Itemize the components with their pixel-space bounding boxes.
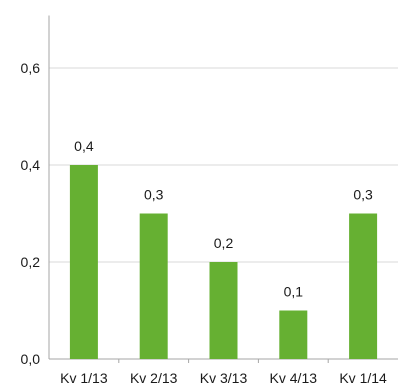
bars — [69, 165, 378, 359]
bar — [349, 213, 378, 359]
labels: 0,0 0,2 0,4 0,6 0,4 Kv 1/13 0,3 Kv 2/13 0,2 Kv 3/… — [21, 60, 388, 385]
bar — [69, 165, 98, 359]
x-tick-label: Kv 1/13 — [60, 370, 108, 385]
data-label: 0,3 — [353, 187, 373, 203]
data-label: 0,4 — [74, 138, 94, 154]
bar — [209, 262, 238, 359]
bar — [279, 310, 308, 359]
y-tick-label: 0,4 — [21, 157, 41, 173]
gridlines — [49, 67, 398, 263]
y-tick-label: 0,0 — [21, 351, 41, 367]
data-label: 0,2 — [214, 235, 234, 251]
y-tick-label: 0,2 — [21, 254, 41, 270]
x-tick-label: Kv 1/14 — [339, 370, 387, 385]
x-tick-label: Kv 4/13 — [270, 370, 318, 385]
bar — [139, 213, 168, 359]
data-label: 0,3 — [144, 187, 164, 203]
x-tick-label: Kv 2/13 — [130, 370, 178, 385]
y-tick-label: 0,6 — [21, 60, 41, 76]
data-label: 0,1 — [284, 284, 304, 300]
x-tick-label: Kv 3/13 — [200, 370, 248, 385]
